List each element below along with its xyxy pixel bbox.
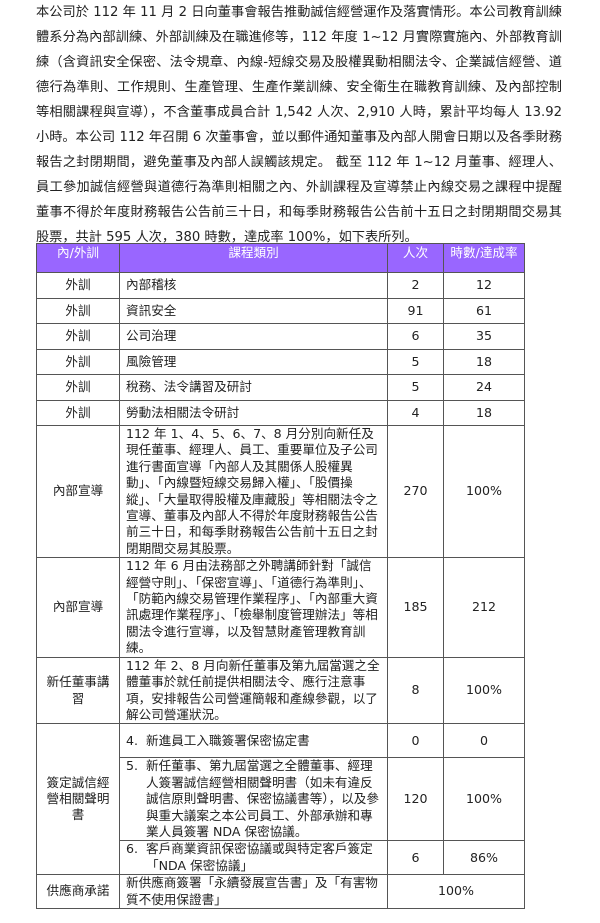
cell-hours: 0 bbox=[443, 723, 525, 759]
cell-type: 新任董事講習 bbox=[36, 656, 120, 725]
table-row: 外訓 公司治理 6 35 bbox=[36, 323, 525, 350]
cell-hours: 24 bbox=[443, 374, 525, 401]
cell-count: 5 bbox=[387, 374, 444, 401]
cell-type: 簽定誠信經營相關聲明書 bbox=[36, 723, 120, 876]
cell-type: 外訓 bbox=[36, 323, 120, 350]
body-paragraph: 本公司於 112 年 11 月 2 日向董事會報告推動誠信經營運作及落實情形。本… bbox=[36, 5, 562, 245]
cell-count: 6 bbox=[387, 323, 444, 350]
table-row: 5. 新任董事、第九屆當選之全體董事、經理人簽署誠信經營相關聲明書（如未有違反誠信… bbox=[37, 757, 525, 842]
header-course: 課程類別 bbox=[119, 243, 388, 273]
cell-course: 112 年 1、4、5、6、7、8 月分別向新任及現任董事、經理人、員工、重要單… bbox=[119, 424, 388, 559]
table-row: 6. 客戶商業資訊保密協議或與特定客戶簽定「NDA 保密協議」 6 86% bbox=[37, 840, 525, 876]
cell-type: 供應商承諾 bbox=[36, 874, 120, 909]
table-row: 內部宣導 112 年 1、4、5、6、7、8 月分別向新任及現任董事、經理人、員工… bbox=[36, 424, 525, 559]
cell-type: 外訓 bbox=[36, 297, 120, 324]
cell-count: 270 bbox=[387, 424, 444, 559]
cell-count: 5 bbox=[387, 348, 444, 375]
cell-hours: 12 bbox=[443, 272, 525, 299]
item-number: 5. bbox=[126, 758, 139, 774]
cell-course: 5. 新任董事、第九屆當選之全體董事、經理人簽署誠信經營相關聲明書（如未有違反誠信… bbox=[119, 757, 388, 842]
cell-type: 外訓 bbox=[36, 348, 120, 375]
cell-hours: 86% bbox=[443, 840, 525, 876]
cell-hours: 18 bbox=[443, 399, 525, 426]
cell-type: 外訓 bbox=[36, 374, 120, 401]
header-type: 內/外訓 bbox=[36, 243, 120, 273]
header-hours: 時數/達成率 bbox=[443, 243, 525, 273]
cell-course: 6. 客戶商業資訊保密協議或與特定客戶簽定「NDA 保密協議」 bbox=[119, 840, 388, 876]
item-number: 4. bbox=[126, 732, 139, 748]
training-table: 內/外訓 課程類別 人次 時數/達成率 外訓 內部稽核 2 12 外訓 資訊安全 91 61… bbox=[36, 243, 525, 909]
table-row: 新任董事講習 112 年 2、8 月向新任董事及第九屆當選之全體董事於就任前提供相… bbox=[36, 656, 525, 725]
cell-course: 112 年 6 月由法務部之外聘講師針對「誠信經營守則」、「保密宣導」、「道德行… bbox=[119, 557, 388, 658]
table-header-row: 內/外訓 課程類別 人次 時數/達成率 bbox=[36, 243, 525, 273]
cell-count: 91 bbox=[387, 297, 444, 324]
cell-course: 勞動法相關法令研討 bbox=[119, 399, 388, 426]
cell-type: 內部宣導 bbox=[36, 557, 120, 658]
cell-count: 6 bbox=[387, 840, 444, 876]
cell-course: 風險管理 bbox=[119, 348, 388, 375]
table-row: 供應商承諾 新供應商簽署「永續發展宣告書」及「有害物質不使用保證書」 100% bbox=[36, 874, 525, 909]
table-row: 外訓 稅務、法令講習及研討 5 24 bbox=[36, 374, 525, 401]
item-text: 客戶商業資訊保密協議或與特定客戶簽定「NDA 保密協議」 bbox=[146, 841, 373, 873]
cell-count: 185 bbox=[387, 557, 444, 658]
cell-hours: 100% bbox=[443, 656, 525, 725]
table-row: 簽定誠信經營相關聲明書 4. 新進員工入職簽署保密協定書 0 0 bbox=[36, 723, 525, 876]
table-row: 內部宣導 112 年 6 月由法務部之外聘講師針對「誠信經營守則」、「保密宣導」、… bbox=[36, 557, 525, 658]
cell-rate: 100% bbox=[387, 874, 525, 909]
item-text: 新任董事、第九屆當選之全體董事、經理人簽署誠信經營相關聲明書（如未有違反誠信原則… bbox=[146, 758, 379, 839]
cell-type: 外訓 bbox=[36, 399, 120, 426]
item-text: 新進員工入職簽署保密協定書 bbox=[146, 732, 310, 748]
cell-count: 0 bbox=[387, 723, 444, 759]
table-row: 外訓 風險管理 5 18 bbox=[36, 348, 525, 375]
cell-type: 內部宣導 bbox=[36, 424, 120, 559]
cell-course: 112 年 2、8 月向新任董事及第九屆當選之全體董事於就任前提供相關法令、應行… bbox=[119, 656, 388, 725]
cell-hours: 18 bbox=[443, 348, 525, 375]
item-number: 6. bbox=[126, 841, 139, 857]
cell-course: 稅務、法令講習及研討 bbox=[119, 374, 388, 401]
table-row: 外訓 勞動法相關法令研討 4 18 bbox=[36, 399, 525, 426]
cell-hours: 35 bbox=[443, 323, 525, 350]
cell-course: 新供應商簽署「永續發展宣告書」及「有害物質不使用保證書」 bbox=[119, 874, 388, 909]
cell-hours: 61 bbox=[443, 297, 525, 324]
cell-type: 外訓 bbox=[36, 272, 120, 299]
cell-course: 4. 新進員工入職簽署保密協定書 bbox=[119, 723, 388, 759]
table-row: 外訓 內部稽核 2 12 bbox=[36, 272, 525, 299]
cell-count: 4 bbox=[387, 399, 444, 426]
cell-count: 120 bbox=[387, 757, 444, 842]
cell-hours: 100% bbox=[443, 757, 525, 842]
cell-course: 資訊安全 bbox=[119, 297, 388, 324]
table-row: 外訓 資訊安全 91 61 bbox=[36, 297, 525, 324]
header-count: 人次 bbox=[387, 243, 444, 273]
cell-count: 2 bbox=[387, 272, 444, 299]
cell-hours: 100% bbox=[443, 424, 525, 559]
cell-course: 內部稽核 bbox=[119, 272, 388, 299]
cell-hours: 212 bbox=[443, 557, 525, 658]
cell-course: 公司治理 bbox=[119, 323, 388, 350]
cell-count: 8 bbox=[387, 656, 444, 725]
